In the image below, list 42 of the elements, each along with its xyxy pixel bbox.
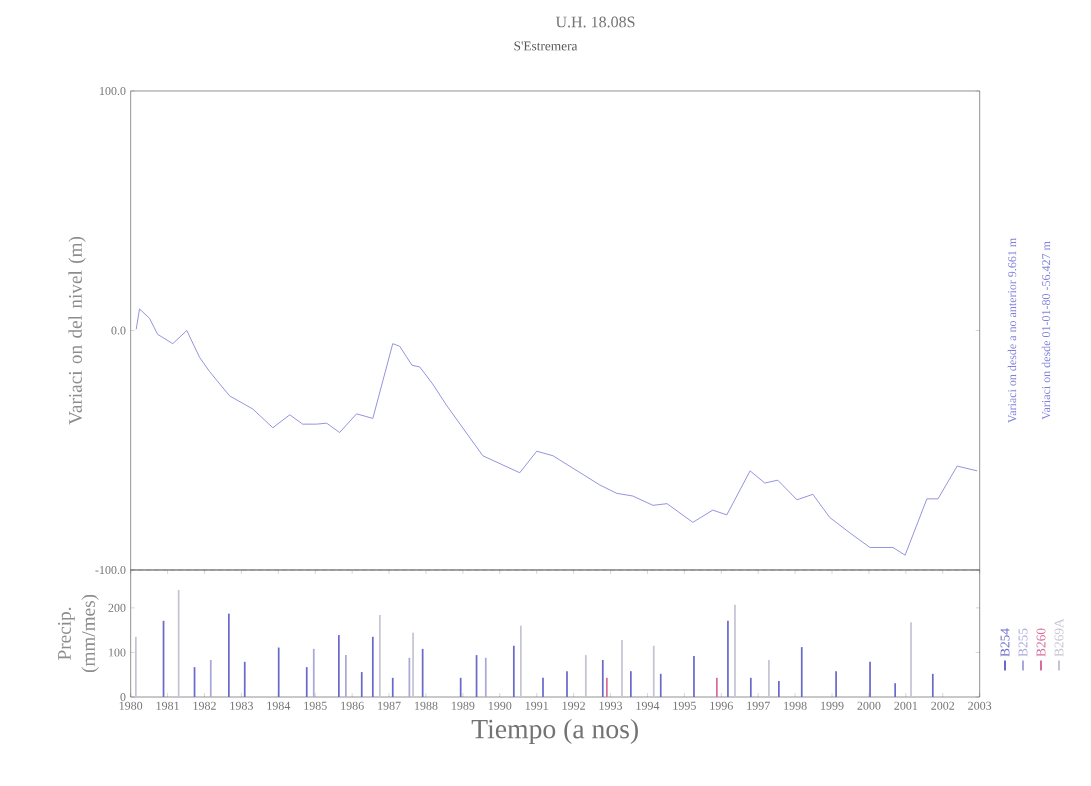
x-tick-label: 1995 — [673, 701, 696, 710]
x-tick-label: 1999 — [821, 701, 844, 710]
y-tick-label: -100.0 — [95, 565, 126, 575]
chart-subtitle: S'Estremera — [514, 41, 578, 51]
text: B260 — [1036, 628, 1046, 657]
x-tick-label: 1984 — [267, 701, 291, 710]
x-tick-label: 1992 — [562, 701, 585, 710]
x-tick-label: 1990 — [488, 701, 512, 710]
x-tick-label: 2001 — [894, 701, 918, 710]
x-tick-label: 1986 — [341, 701, 364, 710]
y-tick-label: 0.0 — [111, 326, 126, 335]
y-tick-label: 0 — [120, 692, 126, 702]
x-tick-label: 1993 — [599, 701, 623, 710]
text: Variaci on desde 01-01-80 -56.427 m — [1041, 241, 1051, 420]
x-tick-label: 2003 — [968, 701, 992, 710]
x-tick-label: 1998 — [784, 701, 807, 710]
x-tick-label: 1988 — [415, 701, 438, 710]
x-tick-label: 1987 — [378, 701, 401, 710]
x-tick-label: 1980 — [119, 701, 143, 710]
chart-title: U.H. 18.08S — [555, 16, 635, 28]
y-tick-label: 200 — [108, 603, 126, 612]
x-tick-label: 1989 — [451, 701, 475, 710]
y-axis-title: Precip. (mm/mes) — [58, 594, 99, 673]
x-tick-label: 2002 — [931, 701, 955, 710]
x-tick-label: 1983 — [230, 701, 253, 710]
x-tick-label: 1985 — [304, 701, 327, 710]
x-tick-label: 2000 — [857, 701, 881, 710]
x-tick-label: 1991 — [525, 701, 549, 710]
x-tick-label: 1996 — [710, 701, 733, 710]
text: B254 — [1000, 628, 1010, 657]
y-axis-title: Variaci on del nivel (m) — [68, 236, 86, 425]
x-axis-title: Tiempo (a nos) — [471, 718, 638, 745]
line-series — [135, 308, 978, 556]
x-tick-label: 1997 — [747, 701, 770, 710]
y-tick-label: 100.0 — [100, 86, 126, 96]
x-tick-label: 1981 — [156, 701, 179, 710]
text: B269A — [1054, 618, 1064, 657]
text: B255 — [1018, 628, 1028, 657]
x-tick-label: 1994 — [636, 701, 660, 710]
x-tick-label: 1982 — [193, 701, 216, 710]
y-tick-label: 100 — [109, 648, 126, 657]
text: Variaci on desde a no anterior 9.661 m — [1007, 238, 1017, 424]
